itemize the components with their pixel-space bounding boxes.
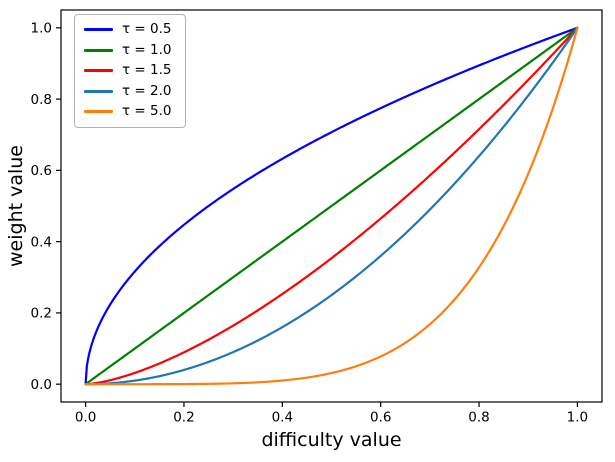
y-tick-label: 1.0: [31, 21, 52, 37]
legend-entry: τ = 2.0: [84, 82, 172, 99]
x-tick-label: 0.8: [468, 410, 489, 426]
y-axis-label: weight value: [5, 145, 27, 267]
y-tick-label: 0.2: [31, 306, 52, 322]
legend-entry: τ = 1.0: [84, 41, 172, 58]
y-tick-label: 0.0: [31, 377, 52, 393]
x-tick-label: 1.0: [567, 410, 588, 426]
legend-line-sample-icon: [84, 110, 113, 114]
legend-line-sample-icon: [84, 28, 113, 32]
legend-line-sample-icon: [84, 89, 113, 93]
y-tick-label: 0.4: [31, 234, 52, 250]
axes-frame: [60, 9, 603, 403]
legend-label: τ = 1.0: [122, 41, 172, 58]
x-tick-label: 0.0: [75, 410, 96, 426]
legend-entry: τ = 5.0: [84, 103, 172, 119]
curve-τ=1.5: [84, 26, 579, 386]
legend-label: τ = 0.5: [122, 21, 172, 37]
legend-label: τ = 1.5: [122, 62, 172, 78]
x-tick-label: 0.2: [173, 410, 194, 426]
legend-label: τ = 5.0: [122, 103, 172, 119]
legend-entry: τ = 0.5: [84, 21, 172, 37]
y-tick-label: 0.6: [31, 163, 52, 179]
x-axis-label: difficulty value: [261, 429, 402, 451]
x-tick-label: 0.4: [272, 410, 293, 426]
legend-line-sample-icon: [84, 48, 113, 52]
legend-line-sample-icon: [84, 69, 113, 73]
legend: τ = 0.5 τ = 1.0 τ = 1.5 τ = 2.0 τ = 5.0: [74, 14, 186, 128]
curve-τ=5.0: [84, 26, 579, 386]
y-tick-label: 0.8: [31, 92, 52, 108]
legend-entry: τ = 1.5: [84, 62, 172, 78]
legend-label: τ = 2.0: [122, 82, 172, 99]
x-tick-label: 0.6: [370, 410, 391, 426]
curve-τ=0.5: [84, 26, 579, 386]
curve-τ=1.0: [84, 26, 579, 386]
curve-τ=2.0: [84, 26, 579, 386]
